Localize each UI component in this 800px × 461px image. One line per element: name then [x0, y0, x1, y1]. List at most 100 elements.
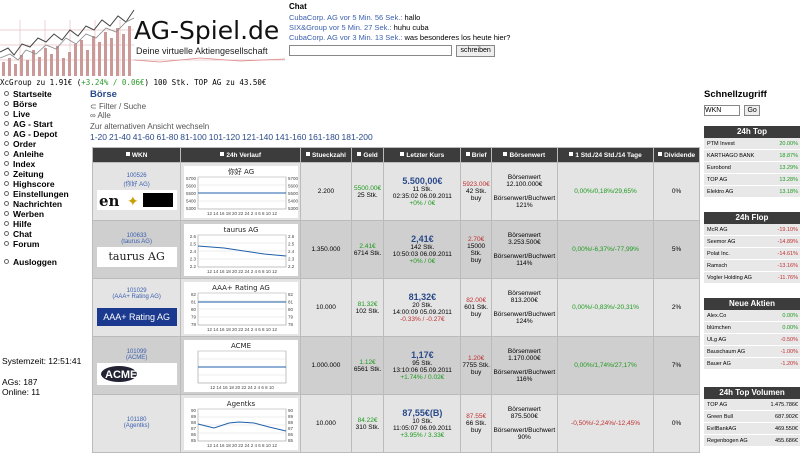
page-link[interactable]: 161-180: [308, 132, 340, 142]
nav-item-live[interactable]: Live: [4, 109, 88, 119]
wkn-number[interactable]: 100633: [126, 232, 147, 239]
wkn-number[interactable]: 101099: [126, 348, 147, 355]
ranking-row[interactable]: EvilBankAG 469.550€: [704, 423, 800, 435]
table-row[interactable]: 100633 (taurus AG) taurus AG taurus AG 2.…: [91, 220, 700, 279]
cell-geld[interactable]: 81.32€ 102 Stk.: [350, 278, 385, 337]
col-verlauf[interactable]: 24h Verlauf: [180, 147, 302, 163]
ranking-name[interactable]: Bauschaum AG: [707, 349, 746, 355]
page-link[interactable]: 61-80: [156, 132, 179, 142]
ranking-row[interactable]: McR AG -19.10%: [704, 224, 800, 236]
cell-geld[interactable]: 2.41€ 6714 Stk.: [350, 220, 385, 279]
nav-item-anleihe[interactable]: Anleihe: [4, 149, 88, 159]
ranking-name[interactable]: TOP AG: [707, 177, 728, 183]
ranking-name[interactable]: Vogler Holding AG: [707, 275, 752, 281]
cell-brief[interactable]: 1.20€ 7755 Stk. buy: [460, 336, 492, 395]
go-button[interactable]: Go: [744, 105, 760, 117]
cell-wkn[interactable]: 101099 (ACME) ACME: [91, 336, 182, 395]
ranking-row[interactable]: Eurobond 13.29%: [704, 162, 800, 174]
chat-input[interactable]: [289, 45, 452, 57]
ranking-row[interactable]: Bauschaum AG -1.00%: [704, 346, 800, 358]
ranking-name[interactable]: Ramsch: [707, 263, 728, 269]
col-geld[interactable]: Geld: [350, 147, 385, 163]
stock-name[interactable]: (你好 AG): [123, 182, 150, 188]
nav-item-startseite[interactable]: Startseite: [4, 89, 88, 99]
nav-item-zeitung[interactable]: Zeitung: [4, 169, 88, 179]
table-row[interactable]: 101029 (AAA+ Rating AG) AAA+ Rating AG A…: [91, 278, 700, 337]
page-link[interactable]: 1-20: [90, 132, 108, 142]
page-link[interactable]: 141-160: [275, 132, 307, 142]
cell-chart[interactable]: AAA+ Rating AG 82 82 81 81 80 80 79 79 78 78 12 14 …: [180, 278, 302, 337]
page-link[interactable]: 21-40: [109, 132, 131, 142]
nav-item-nachrichten[interactable]: Nachrichten: [4, 199, 88, 209]
ranking-name[interactable]: Bauer AG: [707, 361, 731, 367]
chat-user[interactable]: CubaCorp. AG vor 3 Min. 13 Sek.:: [289, 33, 403, 42]
cell-wkn[interactable]: 101029 (AAA+ Rating AG) AAA+ Rating AG: [91, 278, 182, 337]
nav-item-ausloggen[interactable]: Ausloggen: [4, 257, 88, 267]
col-stueckzahl[interactable]: Stueckzahl: [300, 147, 352, 163]
ranking-name[interactable]: McR AG: [707, 227, 728, 233]
filter-toggle[interactable]: ⊂ Filter / Suche: [90, 102, 700, 111]
nav-item-boerse[interactable]: Börse: [4, 99, 88, 109]
chat-user[interactable]: CubaCorp. AG vor 5 Min. 56 Sek.:: [289, 13, 403, 22]
stock-name[interactable]: (ACME): [125, 354, 148, 361]
nav-item-ag-start[interactable]: AG - Start: [4, 119, 88, 129]
ranking-row[interactable]: TOP AG 1.475.786€: [704, 399, 800, 411]
col-boersenwert[interactable]: Börsenwert: [490, 147, 558, 163]
cell-geld[interactable]: 5500.00€ 25 Stk.: [350, 162, 385, 221]
cell-chart[interactable]: ACME 12 14 16 18 20 22 24 2 4 6 8 10: [180, 336, 302, 395]
ranking-row[interactable]: ULg AG -0.50%: [704, 334, 800, 346]
col-wkn[interactable]: WKN: [91, 147, 182, 163]
stock-name[interactable]: (AAA+ Rating AG): [112, 293, 161, 300]
col-kurs[interactable]: Letzter Kurs: [383, 147, 462, 163]
ranking-name[interactable]: blümchen: [707, 325, 731, 331]
ranking-row[interactable]: Bauer AG -1.20%: [704, 358, 800, 370]
page-link[interactable]: 81-100: [180, 132, 207, 142]
stock-name[interactable]: (Agentks): [123, 422, 150, 429]
nav-item-ag-depot[interactable]: AG - Depot: [4, 129, 88, 139]
nav-item-chat[interactable]: Chat: [4, 229, 88, 239]
cell-brief[interactable]: 82.00€ 601 Stk. buy: [460, 278, 492, 337]
table-row[interactable]: 101180 (Agentks) Agentks 90 90 89 89 88 88 87 87…: [91, 394, 700, 453]
ranking-name[interactable]: TOP AG: [707, 402, 728, 408]
table-row[interactable]: 100526 (你好 AG) en ✦ 你好 AG 5700 5700 5600 5600…: [91, 162, 700, 221]
nav-item-hilfe[interactable]: Hilfe: [4, 219, 88, 229]
ranking-name[interactable]: Eurobond: [707, 165, 731, 171]
stock-name[interactable]: (taurus AG): [121, 238, 152, 245]
ranking-row[interactable]: Ramsch -13.16%: [704, 260, 800, 272]
alt-view-link[interactable]: Zur alternativen Ansicht wechseln: [90, 122, 210, 131]
ranking-name[interactable]: Alex.Co: [707, 313, 727, 319]
nav-item-forum[interactable]: Forum: [4, 239, 88, 249]
nav-item-werben[interactable]: Werben: [4, 209, 88, 219]
stock-ticker[interactable]: XcGroup zu 1.91€ (+3.24% / 0.06€) 100 St…: [0, 78, 285, 88]
ranking-name[interactable]: PTM Invest: [707, 141, 735, 147]
page-link[interactable]: 181-200: [341, 132, 373, 142]
ranking-row[interactable]: Vogler Holding AG -11.76%: [704, 272, 800, 284]
cell-wkn[interactable]: 101180 (Agentks): [91, 394, 182, 453]
ranking-row[interactable]: Regenbogen AG 455.686€: [704, 435, 800, 447]
ranking-row[interactable]: blümchen 0.00%: [704, 322, 800, 334]
cell-geld[interactable]: 1.12€ 6561 Stk.: [350, 336, 385, 395]
cell-brief[interactable]: 2.70€ 15000 Stk. buy: [460, 220, 492, 279]
table-row[interactable]: 101099 (ACME) ACME ACME 12 14 16 18 20 22…: [91, 336, 700, 395]
buy-link[interactable]: buy: [470, 369, 482, 376]
ranking-row[interactable]: Polat Inc. -14.61%: [704, 248, 800, 260]
chat-user[interactable]: SIX&Group vor 5 Min. 27 Sek.:: [289, 23, 392, 32]
ranking-row[interactable]: Alex.Co 0.00%: [704, 310, 800, 322]
filter-all[interactable]: ∞ Alle: [90, 111, 700, 120]
ranking-name[interactable]: ULg AG: [707, 337, 727, 343]
buy-link[interactable]: buy: [470, 195, 482, 202]
logo[interactable]: AG-Spiel.de Deine virtuelle Aktiengesell…: [0, 0, 285, 76]
cell-wkn[interactable]: 100526 (你好 AG) en ✦: [91, 162, 182, 221]
page-link[interactable]: 101-120: [208, 132, 240, 142]
col-brief[interactable]: Brief: [460, 147, 492, 163]
ranking-row[interactable]: TOP AG 13.28%: [704, 174, 800, 186]
wkn-input[interactable]: [704, 105, 740, 117]
buy-link[interactable]: buy: [470, 311, 482, 318]
cell-chart[interactable]: 你好 AG 5700 5700 5600 5600 5500 5500 5400 5400 530…: [180, 162, 302, 221]
ranking-name[interactable]: Regenbogen AG: [707, 438, 748, 444]
cell-chart[interactable]: Agentks 90 90 89 89 88 88 87 87 86 86 85 85 12 14 16 …: [180, 394, 302, 453]
wkn-number[interactable]: 100526: [126, 173, 147, 179]
ranking-row[interactable]: PTM Invest 20.00%: [704, 138, 800, 150]
col-performance[interactable]: 1 Std./24 Std./14 Tage: [556, 147, 655, 163]
buy-link[interactable]: buy: [470, 256, 482, 264]
